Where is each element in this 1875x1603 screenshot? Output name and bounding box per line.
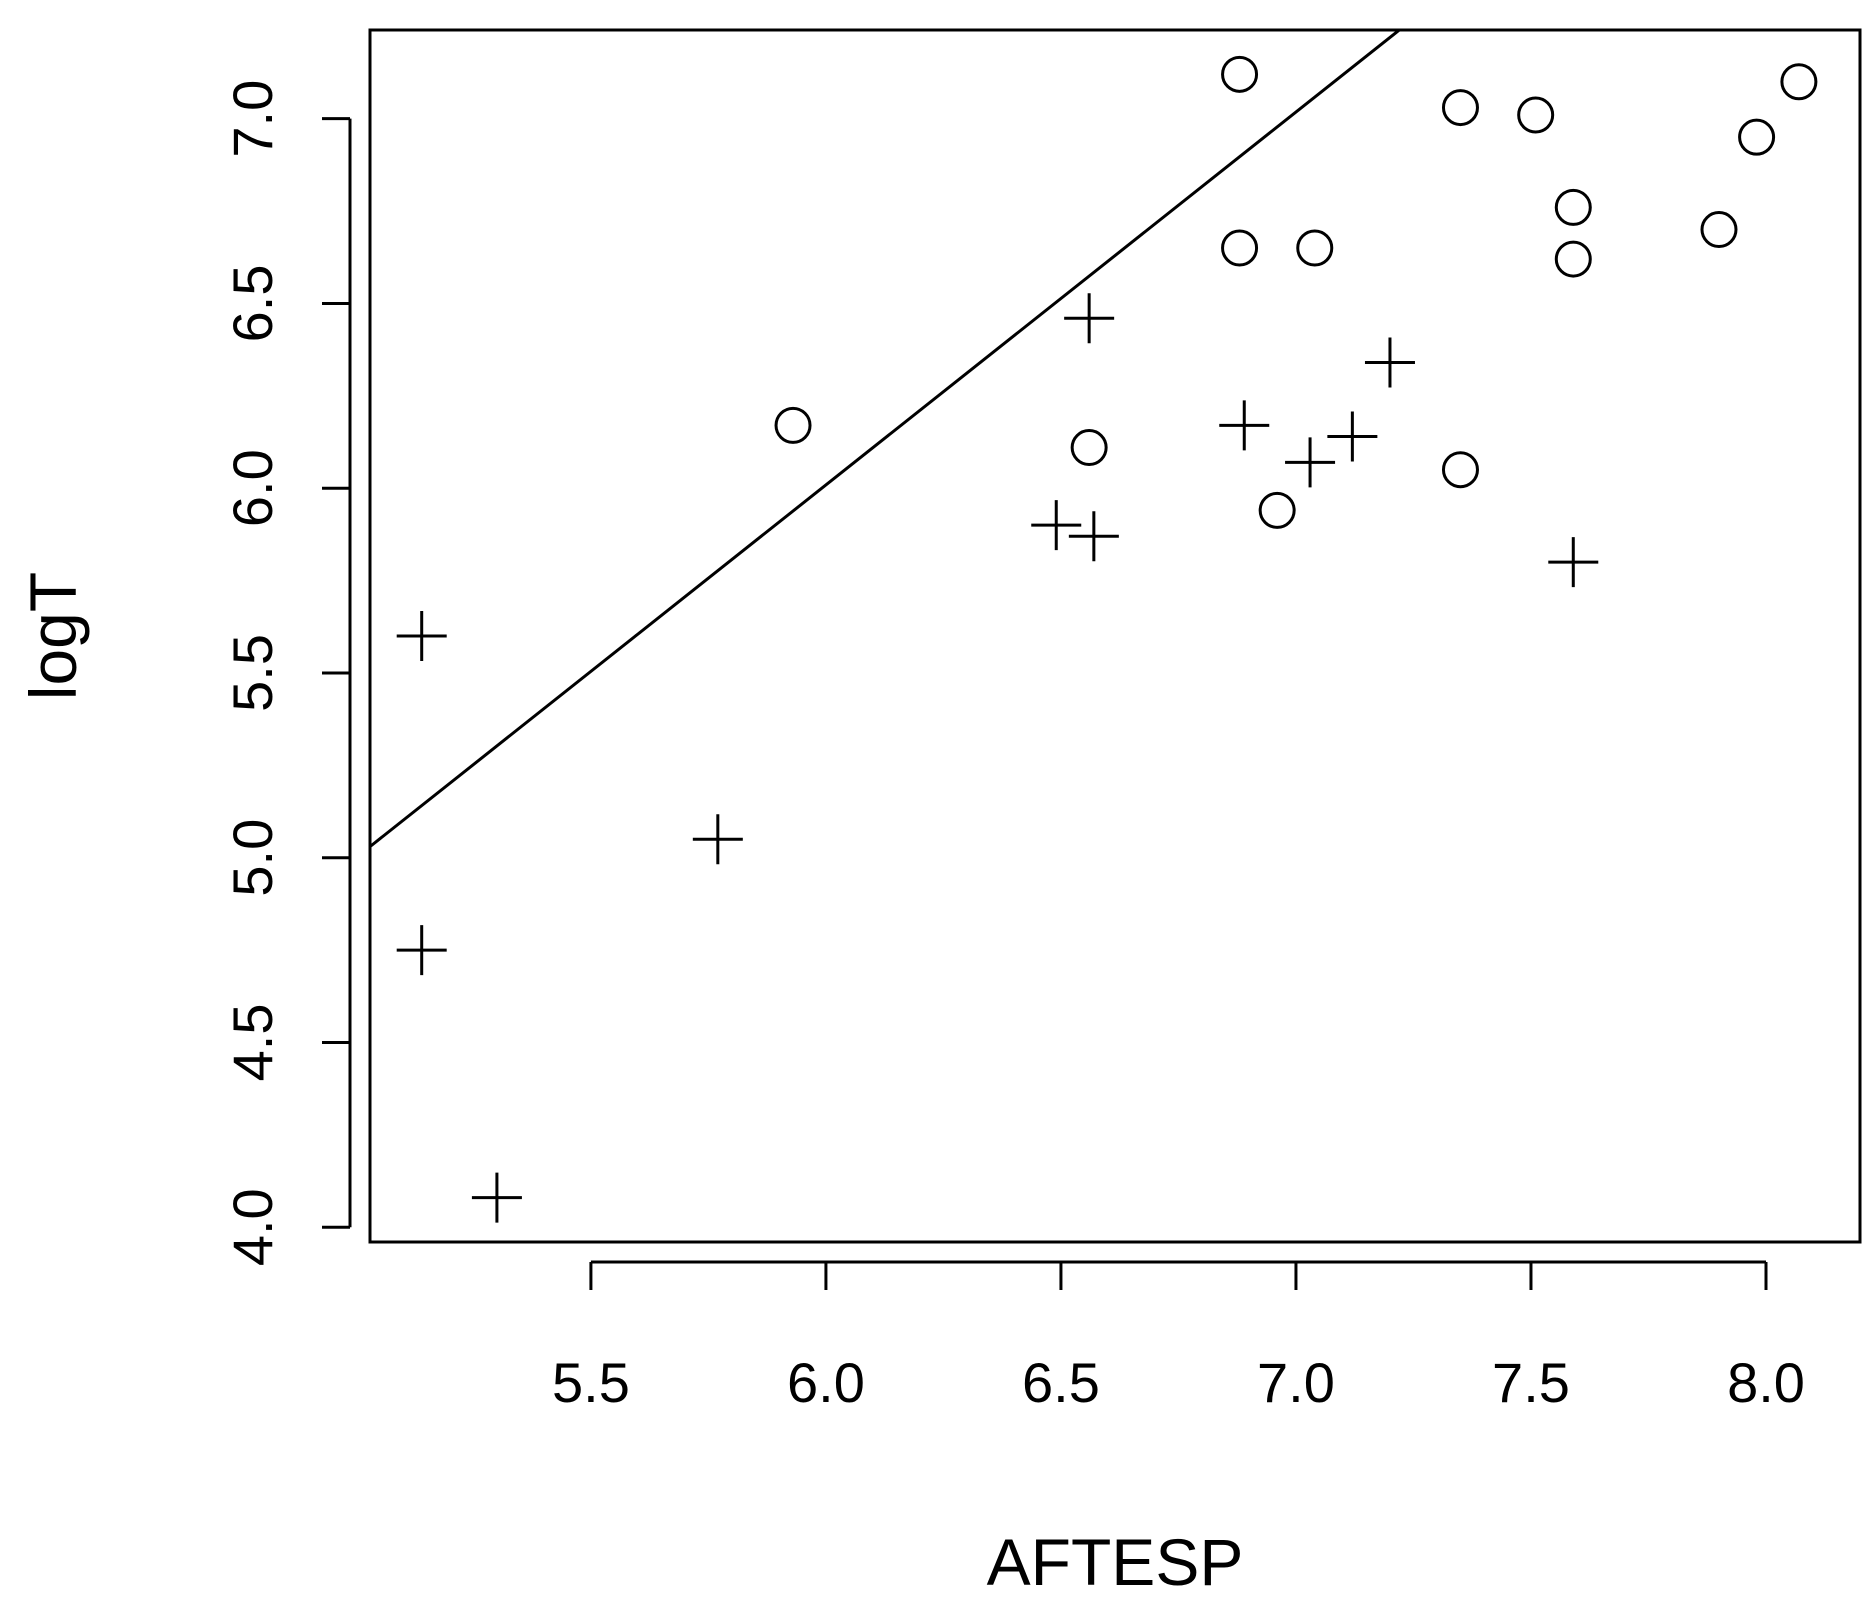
y-tick-label: 4.0 bbox=[221, 1188, 284, 1266]
circle-point bbox=[1554, 188, 1592, 226]
x-tick-label: 5.5 bbox=[552, 1351, 630, 1414]
x-tick-label: 7.0 bbox=[1257, 1351, 1335, 1414]
plus-point bbox=[396, 611, 447, 661]
circle-point bbox=[1221, 229, 1259, 267]
circle-point bbox=[1441, 89, 1479, 127]
x-tick-label: 7.5 bbox=[1492, 1351, 1570, 1414]
plus-point bbox=[471, 1172, 522, 1223]
x-tick-label: 6.5 bbox=[1022, 1351, 1100, 1414]
circle-point bbox=[1258, 491, 1296, 529]
plus-point bbox=[1364, 337, 1415, 388]
y-tick-label: 7.0 bbox=[221, 80, 284, 158]
y-tick-label: 6.0 bbox=[221, 449, 284, 527]
circle-point bbox=[1441, 451, 1479, 489]
plus-point bbox=[396, 925, 447, 976]
circle-point bbox=[1070, 429, 1108, 467]
y-axis: 4.0 4.5 5.0 5.5 6.0 6.5 7.0 bbox=[221, 80, 352, 1266]
y-tick-label: 4.5 bbox=[221, 1004, 284, 1082]
reference-line bbox=[369, 28, 1401, 848]
plot-frame bbox=[368, 28, 1862, 1244]
circle-point bbox=[1738, 118, 1776, 156]
plus-point bbox=[692, 814, 743, 865]
y-tick-label: 5.0 bbox=[221, 819, 284, 897]
plus-point bbox=[1219, 400, 1270, 451]
circle-point bbox=[774, 406, 812, 444]
y-axis-title: logT bbox=[16, 572, 90, 700]
circle-point bbox=[1296, 229, 1334, 267]
x-axis-title: AFTESP bbox=[987, 1525, 1244, 1599]
x-tick-label: 6.0 bbox=[787, 1351, 865, 1414]
circle-point bbox=[1221, 55, 1259, 93]
plus-point bbox=[1327, 411, 1378, 462]
plus-point bbox=[1064, 293, 1115, 344]
y-tick-label: 5.5 bbox=[221, 634, 284, 712]
y-tick-label: 6.5 bbox=[221, 265, 284, 343]
plus-point bbox=[1548, 537, 1599, 588]
plus-point bbox=[1068, 511, 1119, 562]
data-marks bbox=[369, 28, 1818, 1223]
plus-point bbox=[1285, 437, 1336, 488]
plus-point bbox=[1031, 500, 1082, 551]
x-axis: 5.5 6.0 6.5 7.0 7.5 8.0 bbox=[552, 1260, 1805, 1414]
x-tick-label: 8.0 bbox=[1727, 1351, 1805, 1414]
circle-point bbox=[1554, 240, 1592, 278]
circle-point bbox=[1780, 63, 1818, 101]
circle-point bbox=[1517, 96, 1555, 134]
circle-point bbox=[1700, 211, 1738, 249]
